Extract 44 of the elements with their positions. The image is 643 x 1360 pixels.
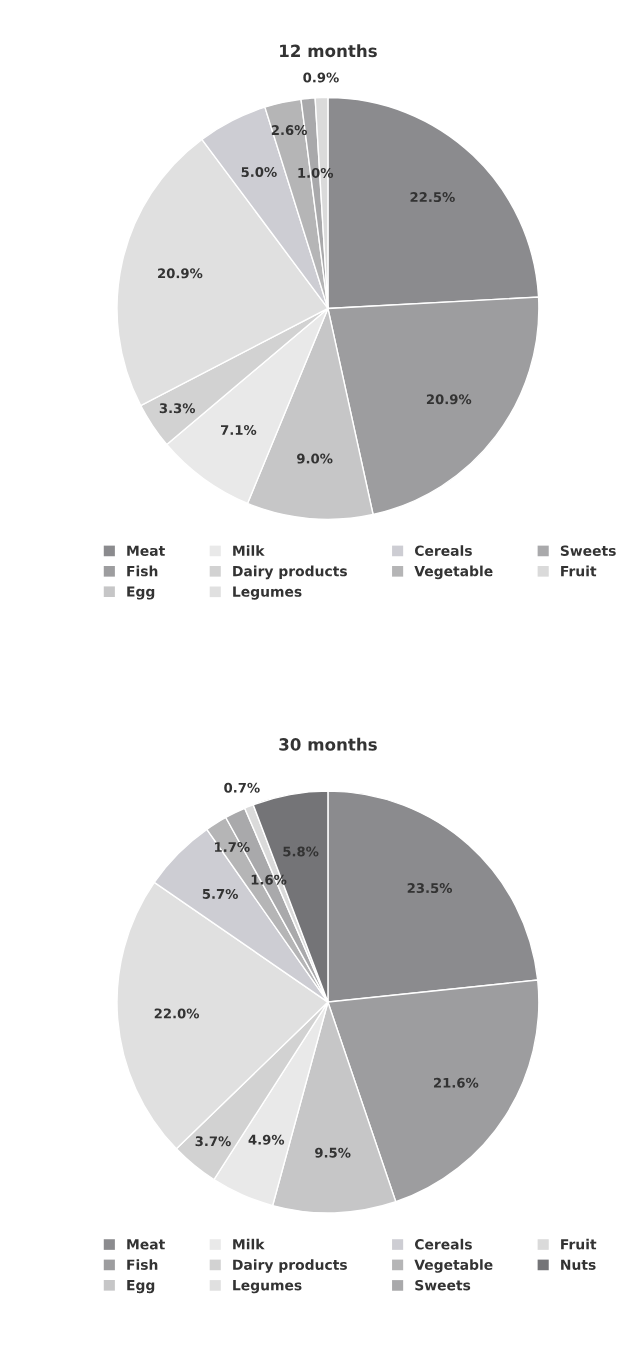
data-label: 1.6% bbox=[251, 874, 287, 885]
data-label: 7.1% bbox=[221, 424, 257, 435]
data-label: 20.9% bbox=[426, 394, 472, 405]
data-label: 9.0% bbox=[297, 453, 333, 464]
chart-title: 12 months bbox=[280, 44, 377, 58]
legend-label: Milk bbox=[233, 545, 265, 556]
legend-label: Fruit bbox=[561, 1238, 597, 1250]
legend-label: Egg bbox=[127, 586, 155, 600]
data-label: 4.9% bbox=[248, 1134, 285, 1145]
chart-title: 30 months bbox=[279, 737, 377, 751]
legend-label: Sweets bbox=[415, 1279, 471, 1291]
legend-label: Sweets bbox=[560, 545, 616, 556]
data-label: 9.5% bbox=[315, 1147, 351, 1158]
data-label: 5.0% bbox=[241, 167, 277, 178]
legend-label: Vegetable bbox=[414, 565, 493, 580]
legend-label: Vegetable bbox=[414, 1259, 493, 1273]
data-label: 0.7% bbox=[224, 782, 260, 793]
legend-label: Nuts bbox=[561, 1259, 596, 1270]
legend-label: Fruit bbox=[561, 565, 597, 577]
legend-label: Fish bbox=[127, 1259, 158, 1270]
legend-label: Cereals bbox=[414, 545, 472, 556]
data-label: 3.7% bbox=[195, 1136, 231, 1147]
legend-label: Cereals bbox=[414, 1238, 472, 1250]
data-label: 2.6% bbox=[271, 125, 307, 136]
legend-label: Legumes bbox=[233, 1280, 302, 1294]
data-label: 5.8% bbox=[283, 846, 319, 857]
data-label: 3.3% bbox=[159, 403, 196, 414]
legend-label: Meat bbox=[127, 1239, 165, 1250]
data-label: 0.9% bbox=[303, 72, 339, 83]
legend-label: Legumes bbox=[233, 586, 302, 600]
legend-label: Milk bbox=[233, 1238, 265, 1250]
legend-label: Fish bbox=[127, 565, 158, 577]
data-label: 22.0% bbox=[154, 1008, 200, 1019]
data-label: 21.6% bbox=[434, 1077, 479, 1088]
data-label: 1.0% bbox=[298, 167, 334, 178]
data-label: 23.5% bbox=[407, 883, 453, 894]
legend-label: Egg bbox=[127, 1280, 155, 1294]
data-label: 20.9% bbox=[158, 268, 203, 279]
legend-label: Dairy products bbox=[233, 565, 347, 580]
legend-label: Dairy products bbox=[233, 1259, 347, 1273]
legend-label: Meat bbox=[127, 545, 165, 556]
data-label: 22.5% bbox=[410, 192, 455, 203]
data-label: 1.7% bbox=[215, 842, 250, 853]
data-label: 5.7% bbox=[202, 888, 238, 899]
